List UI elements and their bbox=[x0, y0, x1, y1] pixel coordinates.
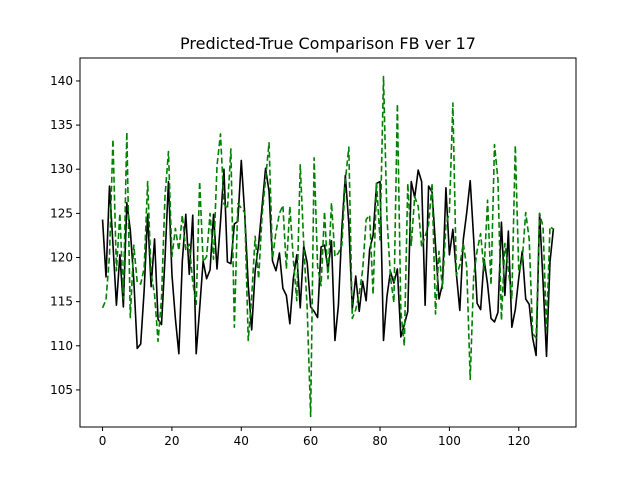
x-tick-label: 60 bbox=[303, 434, 318, 448]
x-tick-label: 100 bbox=[438, 434, 461, 448]
y-tick-label: 135 bbox=[50, 118, 73, 132]
series-group bbox=[101, 75, 555, 418]
y-tick-label: 140 bbox=[50, 74, 73, 88]
axes: 0 20 40 60 80 100 120 105 110 115 120 125 130 135 140 bbox=[50, 57, 577, 448]
series-line-predicted bbox=[101, 75, 554, 418]
axes-frame bbox=[79, 57, 577, 428]
y-tick-label: 105 bbox=[50, 383, 73, 397]
x-tick-label: 40 bbox=[234, 434, 249, 448]
x-tick-label: 0 bbox=[99, 434, 107, 448]
y-tick-label: 115 bbox=[50, 295, 73, 309]
chart-title: Predicted-True Comparison FB ver 17 bbox=[180, 34, 476, 53]
y-tick-label: 110 bbox=[50, 339, 73, 353]
y-tick-label: 125 bbox=[50, 206, 73, 220]
x-tick-label: 20 bbox=[164, 434, 179, 448]
x-tick-label: 120 bbox=[507, 434, 530, 448]
y-tick-label: 120 bbox=[50, 251, 73, 265]
plot-area bbox=[101, 75, 555, 418]
y-tick-label: 130 bbox=[50, 162, 73, 176]
x-tick-label: 80 bbox=[372, 434, 387, 448]
